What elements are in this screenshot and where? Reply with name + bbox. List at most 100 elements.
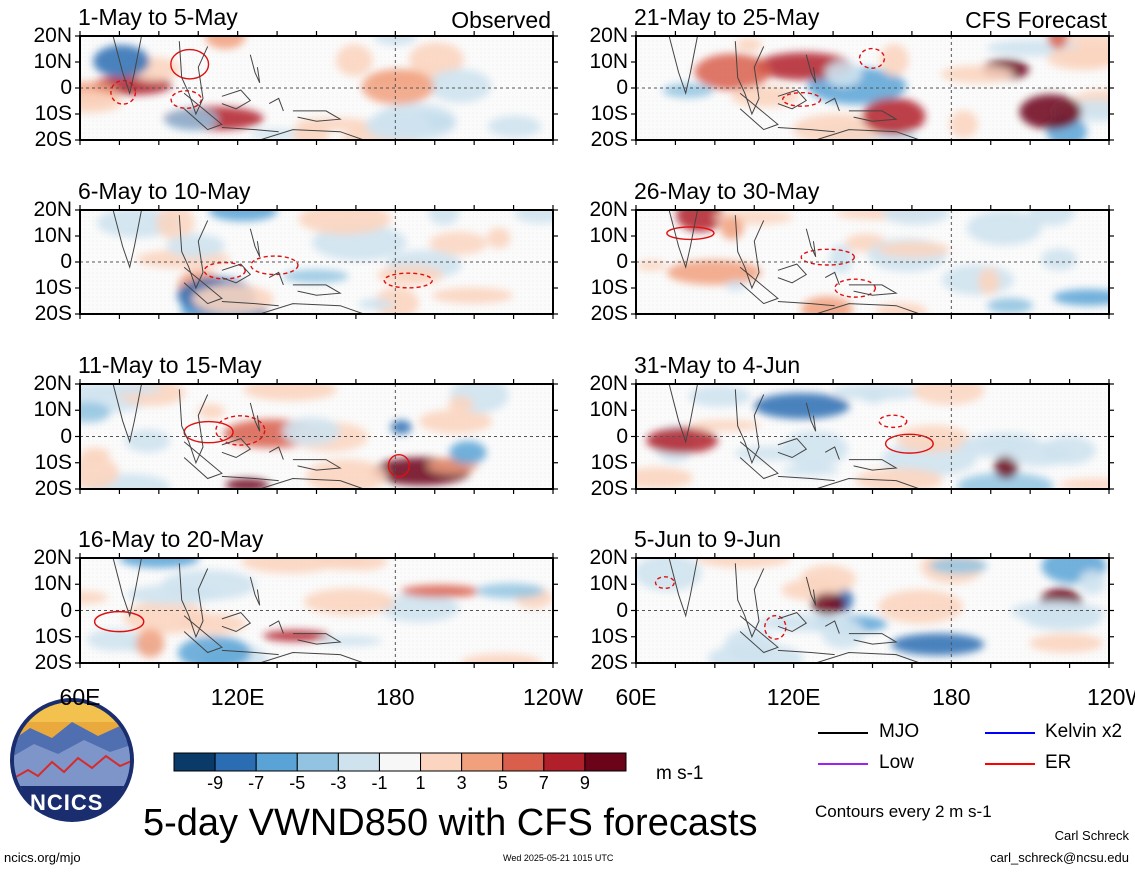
er-contour: [93, 610, 145, 633]
lat-tick-label: 10S: [590, 102, 628, 125]
anomaly-blob: [1059, 478, 1109, 489]
footer-url[interactable]: ncics.org/mjo: [4, 850, 81, 865]
coastline: [178, 563, 209, 639]
coastline: [178, 215, 209, 290]
colorbar-swatch: [378, 752, 422, 772]
vwnd-field: [636, 558, 1107, 663]
anomaly-blob: [707, 643, 804, 663]
coastline: [815, 303, 920, 314]
coastline: [292, 284, 342, 296]
anomaly-blob: [166, 233, 225, 258]
lat-tick-label: 10N: [33, 572, 72, 596]
lat-tick-label: 10N: [33, 398, 72, 422]
coastline: [292, 633, 342, 645]
lat-tick-label: 20S: [590, 477, 628, 500]
anomaly-blob: [241, 558, 338, 574]
er-contour: [170, 48, 210, 80]
colorbar-tick-label: -3: [330, 773, 347, 793]
anomaly-blob: [940, 65, 1014, 84]
coastline: [848, 633, 898, 645]
coastline: [734, 215, 765, 290]
anomaly-blob: [1029, 210, 1075, 226]
anomaly-blob: [801, 296, 853, 314]
coastline: [734, 389, 765, 465]
lat-tick-label: 0: [616, 424, 628, 448]
anomaly-blob: [929, 558, 988, 574]
coastline: [183, 441, 223, 480]
anomaly-blob: [303, 588, 395, 616]
anomaly-blob: [380, 593, 460, 623]
map-panel-7: [631, 379, 1114, 494]
coastline: [815, 477, 920, 489]
lat-tick-label: 20N: [589, 24, 628, 47]
coastline: [112, 384, 142, 444]
coastline: [112, 36, 142, 96]
anomaly-blob: [428, 210, 460, 226]
lat-tick-label: 10S: [34, 276, 72, 299]
anomaly-blob: [781, 430, 849, 468]
anomaly-blob: [689, 419, 761, 432]
anomaly-blob: [390, 420, 412, 435]
lat-tick-label: 10N: [589, 398, 628, 422]
anomaly-blob: [735, 37, 763, 52]
map-panel-8: [631, 553, 1114, 668]
er-contour: [387, 453, 411, 478]
colorbar-tick-label: -9: [207, 773, 224, 793]
anomaly-blob: [825, 61, 862, 87]
legend-label-low: Low: [879, 752, 914, 773]
coastline: [739, 615, 779, 654]
anomaly-blob: [1078, 569, 1106, 595]
lon-tick-label: 120E: [766, 684, 821, 710]
anomaly-blob: [877, 241, 951, 258]
anomaly-blob: [448, 395, 474, 413]
anomaly-blob: [725, 280, 746, 292]
colorbar-tick-label: 1: [415, 773, 426, 793]
colorbar-swatch: [420, 752, 463, 772]
anomaly-blob: [811, 592, 846, 616]
anomaly-blob: [994, 454, 1019, 479]
anomaly-blob: [882, 210, 950, 225]
map-panel-3: [75, 379, 558, 494]
vwnd-field: [96, 210, 553, 314]
anomaly-blob: [86, 628, 143, 651]
footer-email[interactable]: carl_schreck@ncsu.edu: [990, 850, 1129, 865]
lat-tick-label: 10S: [590, 450, 628, 474]
coastline: [824, 97, 840, 112]
lat-tick-label: 0: [60, 424, 72, 448]
panel-title-2: 6-May to 10-May: [78, 178, 251, 204]
colorbar-tick-label: 3: [456, 773, 467, 793]
anomaly-blob: [80, 591, 109, 605]
anomaly-blob: [879, 43, 909, 77]
anomaly-blob: [1052, 289, 1109, 306]
anomaly-blob: [80, 455, 119, 489]
anomaly-blob: [878, 589, 964, 624]
lat-tick-label: 0: [60, 76, 72, 99]
map-panel-2: [75, 205, 558, 319]
coastline: [221, 263, 252, 284]
coastline: [221, 438, 252, 459]
coastline: [249, 228, 261, 258]
main-title: 5-day VWND850 with CFS forecasts: [143, 802, 758, 844]
coastline: [777, 475, 835, 482]
lon-tick-label: 60E: [615, 684, 657, 710]
anomaly-blob: [305, 459, 387, 489]
coastline: [848, 459, 898, 471]
lat-tick-label: 20N: [589, 198, 628, 221]
anomaly-blob: [646, 427, 718, 454]
lat-tick-label: 10N: [589, 224, 628, 247]
colorbar-swatch: [296, 752, 339, 772]
footer-timestamp: Wed 2025-05-21 1015 UTC: [503, 853, 614, 863]
colorbar-swatch: [543, 752, 586, 772]
coastline: [221, 649, 279, 656]
er-contour: [383, 272, 433, 289]
coastline: [183, 266, 223, 305]
anomaly-blob: [966, 210, 1042, 246]
coastline: [668, 210, 698, 270]
lon-tick-label: 120W: [1087, 684, 1135, 710]
coastline: [824, 271, 840, 286]
coastline: [777, 263, 808, 284]
coastline: [183, 615, 223, 654]
vwnd-field: [636, 210, 1109, 314]
lat-tick-label: 10S: [590, 624, 628, 648]
anomaly-blob: [449, 440, 487, 465]
